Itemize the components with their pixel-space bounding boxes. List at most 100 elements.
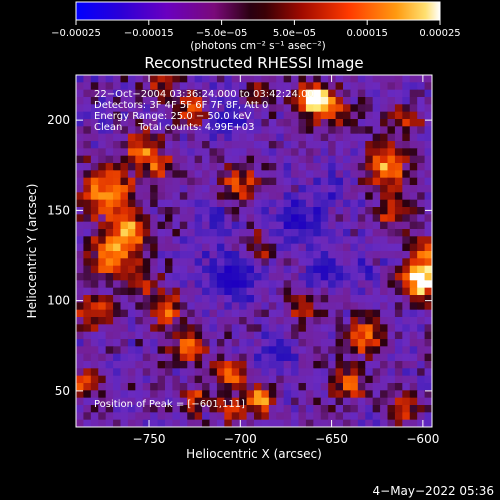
heatmap-cell — [224, 295, 233, 303]
heatmap-cell — [142, 397, 151, 406]
heatmap-cell — [305, 309, 314, 318]
heatmap-cell — [179, 273, 188, 281]
heatmap-cell — [335, 324, 344, 333]
heatmap-cell — [194, 375, 203, 384]
heatmap-cell — [417, 405, 426, 413]
heatmap-cell — [239, 177, 248, 186]
heatmap-cell — [320, 207, 329, 215]
heatmap-cell — [276, 148, 285, 157]
heatmap-cell — [83, 419, 92, 427]
heatmap-cell — [328, 280, 337, 289]
heatmap-cell — [409, 229, 418, 237]
heatmap-cell — [298, 141, 307, 149]
heatmap-cell — [150, 309, 159, 318]
heatmap-cell — [372, 353, 381, 362]
heatmap-cell — [172, 361, 181, 369]
heatmap-cell — [298, 353, 307, 362]
heatmap-cell — [172, 221, 181, 230]
heatmap-cell — [268, 346, 277, 355]
heatmap-cell — [283, 141, 292, 149]
heatmap-cell — [165, 192, 174, 201]
heatmap-cell — [350, 405, 359, 413]
heatmap-cell — [179, 324, 188, 333]
heatmap-cell — [142, 280, 151, 289]
heatmap-cell — [83, 339, 92, 347]
heatmap-cell — [113, 368, 122, 377]
heatmap-cell — [150, 265, 159, 274]
heatmap-cell — [246, 89, 255, 98]
heatmap-cell — [120, 126, 129, 135]
heatmap-cell — [291, 397, 300, 406]
heatmap-cell — [224, 82, 233, 91]
heatmap-cell — [261, 82, 270, 91]
heatmap-cell — [150, 104, 159, 113]
heatmap-cell — [424, 295, 432, 303]
heatmap-cell — [357, 192, 366, 201]
heatmap-cell — [98, 331, 107, 340]
heatmap-cell — [387, 419, 396, 427]
heatmap-cell — [120, 199, 129, 208]
heatmap-cell — [127, 317, 136, 325]
heatmap-cell — [202, 273, 211, 281]
heatmap-cell — [172, 177, 181, 186]
heatmap-cell — [135, 317, 144, 325]
heatmap-cell — [98, 82, 107, 91]
heatmap-cell — [127, 163, 136, 171]
heatmap-cell — [320, 390, 329, 399]
heatmap-cell — [98, 339, 107, 347]
heatmap-cell — [387, 111, 396, 120]
heatmap-cell — [254, 236, 263, 245]
heatmap-cell — [224, 199, 233, 208]
colorbar-tick-label: −0.00015 — [124, 28, 174, 39]
heatmap-cell — [268, 339, 277, 347]
heatmap-cell — [216, 339, 225, 347]
heatmap-cell — [254, 375, 263, 384]
heatmap-cell — [380, 141, 389, 149]
heatmap-cell — [409, 309, 418, 318]
heatmap-cell — [120, 302, 129, 311]
heatmap-cell — [120, 163, 129, 171]
heatmap-cell — [343, 412, 352, 421]
heatmap-cell — [417, 324, 426, 333]
heatmap-cell — [291, 412, 300, 421]
heatmap-cell — [83, 221, 92, 230]
heatmap-cell — [202, 170, 211, 179]
heatmap-cell — [357, 185, 366, 193]
heatmap-cell — [127, 75, 136, 83]
heatmap-cell — [165, 265, 174, 274]
heatmap-cell — [417, 236, 426, 245]
heatmap-cell — [157, 353, 166, 362]
heatmap-cell — [357, 383, 366, 391]
heatmap-cell — [127, 324, 136, 333]
heatmap-cell — [165, 243, 174, 252]
heatmap-cell — [113, 214, 122, 223]
heatmap-cell — [254, 295, 263, 303]
heatmap-cell — [320, 177, 329, 186]
heatmap-cell — [127, 331, 136, 340]
heatmap-cell — [239, 251, 248, 259]
heatmap-cell — [194, 192, 203, 201]
heatmap-cell — [231, 207, 240, 215]
heatmap-cell — [254, 119, 263, 127]
heatmap-cell — [165, 155, 174, 164]
heatmap-cell — [283, 397, 292, 406]
heatmap-cell — [224, 331, 233, 340]
heatmap-cell — [365, 295, 374, 303]
heatmap-cell — [328, 82, 337, 91]
heatmap-cell — [113, 287, 122, 296]
heatmap-cell — [417, 339, 426, 347]
heatmap-cell — [179, 258, 188, 267]
heatmap-cell — [335, 383, 344, 391]
heatmap-cell — [380, 126, 389, 135]
heatmap-cell — [320, 185, 329, 193]
heatmap-cell — [142, 383, 151, 391]
heatmap-cell — [283, 111, 292, 120]
heatmap-cell — [305, 397, 314, 406]
heatmap-cell — [387, 104, 396, 113]
heatmap-cell — [350, 412, 359, 421]
heatmap-cell — [202, 207, 211, 215]
heatmap-cell — [343, 185, 352, 193]
heatmap-cell — [357, 236, 366, 245]
heatmap-cell — [254, 82, 263, 91]
heatmap-cell — [417, 214, 426, 223]
